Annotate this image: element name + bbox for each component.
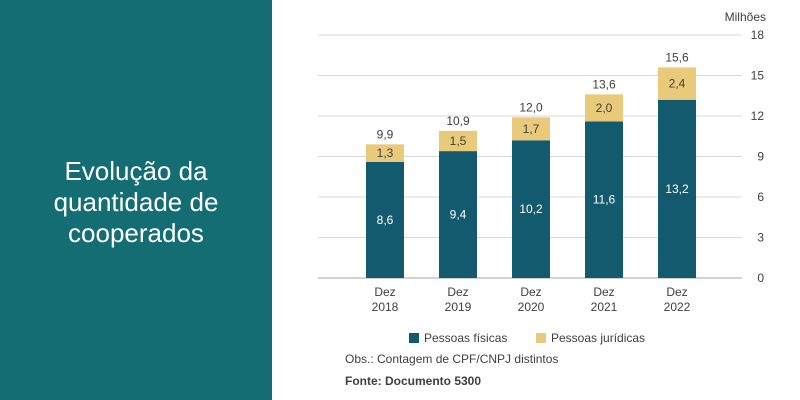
bar-pessoas-juridicas [585,94,623,122]
data-label-pj: 1,5 [450,134,467,148]
x-tick-label: Dez [447,285,468,299]
x-tick-label: 2019 [445,300,472,314]
data-label-pf: 8,6 [377,213,394,227]
bar-pessoas-fisicas [439,151,477,278]
data-label-pf: 13,2 [665,182,689,196]
data-label-pf: 10,2 [519,202,543,216]
data-label-pj: 1,7 [523,122,540,136]
panel-title: Evolução da quantidade de cooperados [16,156,256,249]
data-label-total: 12,0 [519,100,543,114]
x-tick-label: 2022 [664,300,691,314]
x-tick-label: Dez [374,285,395,299]
y-tick-label: 15 [751,69,765,83]
panel-title-line: Evolução da [64,155,208,186]
data-label-total: 15,6 [665,50,689,64]
panel-title-line: quantidade de [53,186,219,217]
y-unit-label: Milhões [725,10,766,24]
data-label-pf: 11,6 [593,193,616,207]
x-tick-label: 2018 [372,300,399,314]
legend-label-pessoas-juridicas: Pessoas jurídicas [551,331,645,345]
data-label-total: 9,9 [377,127,394,141]
legend-swatch-pessoas-fisicas [409,333,419,343]
y-tick-label: 0 [757,271,764,285]
y-tick-label: 6 [757,190,764,204]
bar-pessoas-fisicas [585,121,623,279]
y-tick-label: 12 [751,109,765,123]
x-tick-label: 2020 [518,300,545,314]
x-tick-label: Dez [593,285,614,299]
obs-note: Obs.: Contagem de CPF/CNPJ distintos [345,352,559,366]
x-tick-label: Dez [666,285,687,299]
bar-pessoas-juridicas [366,144,404,162]
x-tick-label: 2021 [591,300,618,314]
legend-swatch-pessoas-juridicas [536,333,546,343]
data-label-total: 10,9 [446,114,470,128]
y-tick-label: 3 [757,231,764,245]
title-panel: Evolução da quantidade de cooperados [0,0,272,400]
data-label-pj: 1,3 [377,146,394,160]
bar-pessoas-juridicas [512,117,550,141]
data-label-total: 13,6 [592,77,616,91]
data-label-pj: 2,4 [669,77,686,91]
data-label-pf: 9,4 [450,208,467,222]
panel-title-line: cooperados [68,217,204,248]
bar-pessoas-juridicas [658,67,696,100]
y-tick-label: 18 [751,28,765,42]
source-note: Fonte: Documento 5300 [345,374,482,388]
data-label-pj: 2,0 [596,101,613,115]
y-tick-label: 9 [757,150,764,164]
bar-pessoas-fisicas [366,161,404,278]
legend-label-pessoas-fisicas: Pessoas físicas [424,331,507,345]
bar-pessoas-fisicas [658,99,696,278]
bar-pessoas-juridicas [439,130,477,152]
x-tick-label: Dez [520,285,541,299]
bar-pessoas-fisicas [512,140,550,278]
